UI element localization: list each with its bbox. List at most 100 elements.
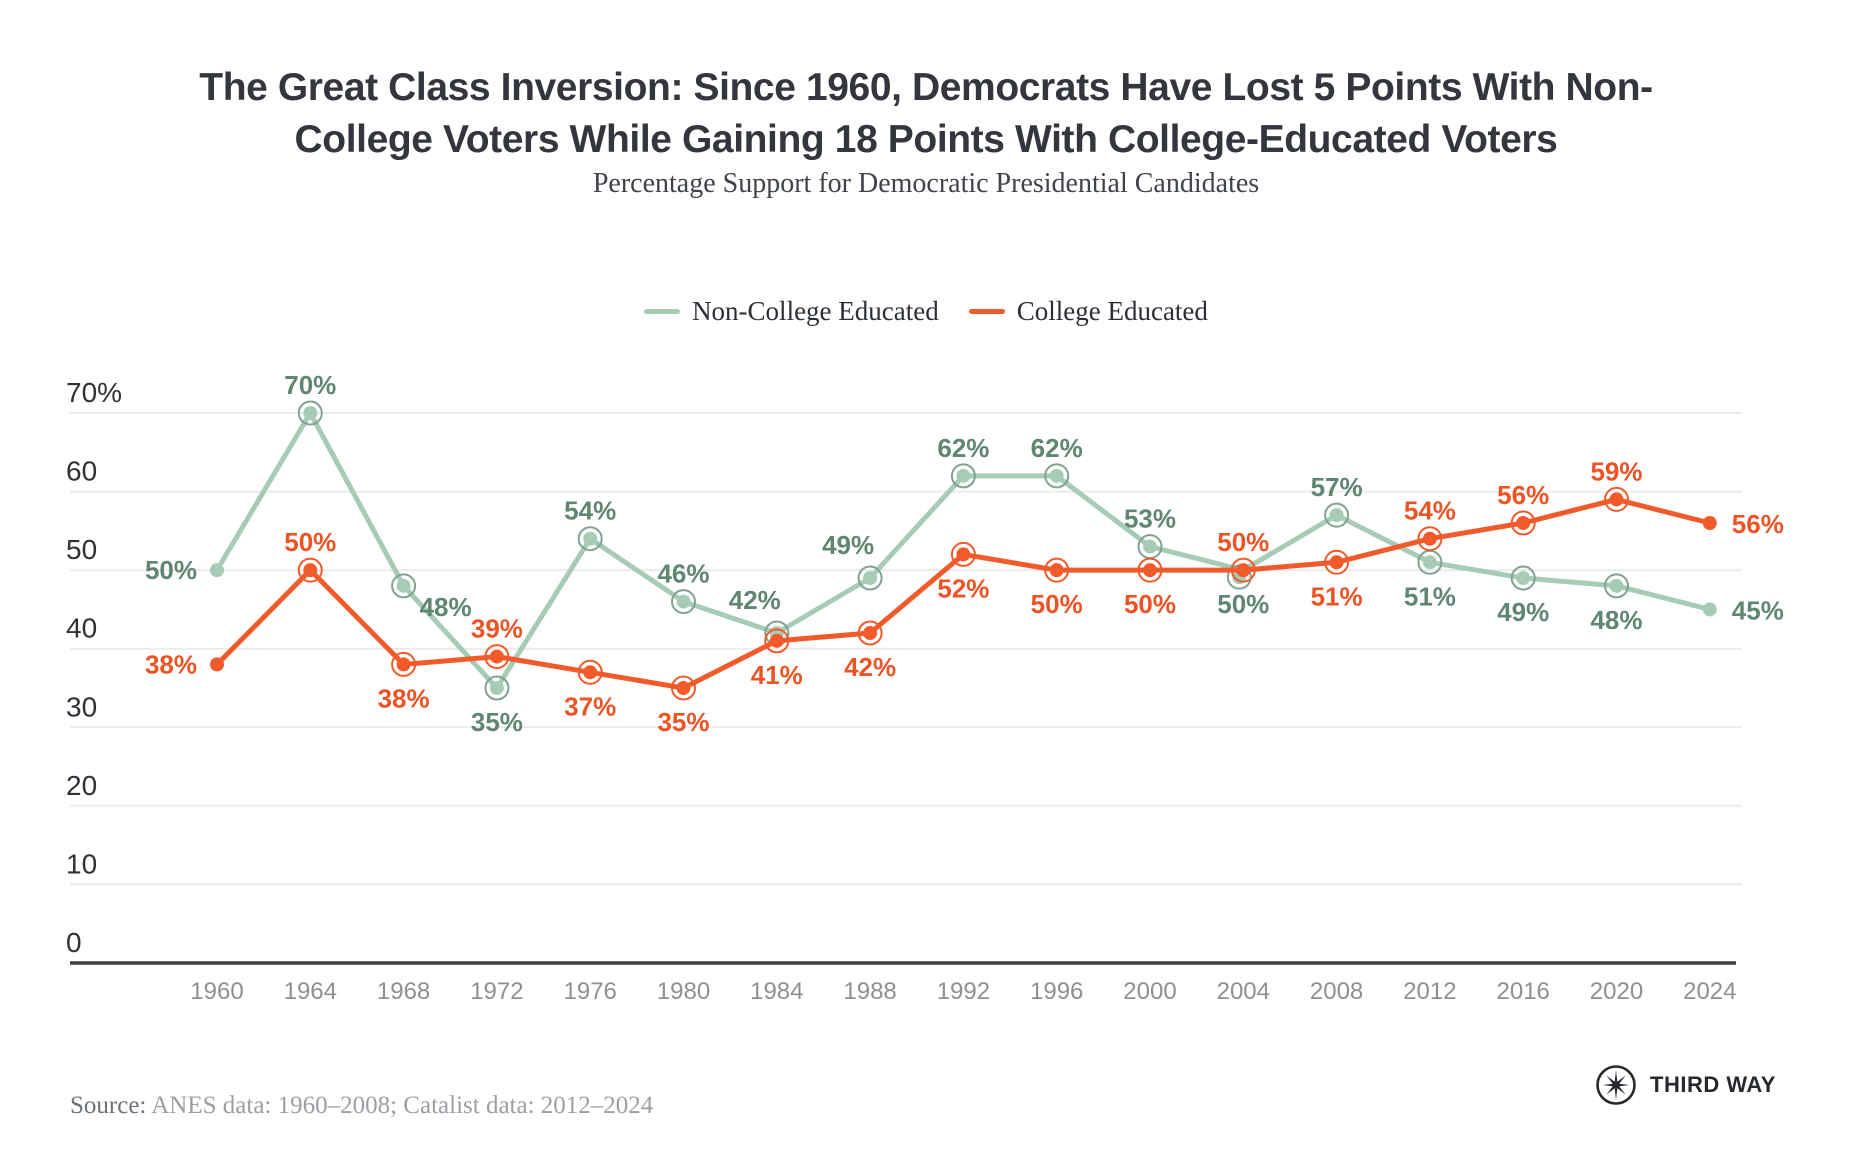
data-point	[210, 657, 224, 672]
y-tick-label-10: 10	[66, 848, 97, 879]
data-point-ring	[1137, 557, 1163, 583]
data-point-ring	[1417, 526, 1443, 552]
data-point-ring	[297, 400, 323, 426]
data-point-ring	[1230, 557, 1256, 583]
x-tick-label-1984: 1984	[750, 978, 803, 1005]
chart-title: The Great Class Inversion: Since 1960, D…	[0, 62, 1852, 166]
data-point-ring	[857, 620, 883, 646]
data-point	[1609, 492, 1624, 507]
source-prefix: Source:	[70, 1092, 147, 1119]
data-point-label: 51%	[1311, 581, 1363, 611]
y-tick-label-20: 20	[66, 770, 97, 801]
data-point	[863, 571, 878, 586]
y-tick-label-40: 40	[66, 613, 97, 644]
data-point	[1049, 563, 1064, 578]
data-point-label: 57%	[1311, 472, 1363, 502]
data-point-label: 42%	[844, 652, 896, 682]
data-point	[863, 626, 878, 641]
logo-text: THIRD WAY	[1650, 1072, 1776, 1097]
x-tick-label-2004: 2004	[1217, 978, 1270, 1005]
data-point-label: 56%	[1497, 480, 1549, 510]
third-way-logo: THIRD WAY	[1594, 1063, 1776, 1107]
data-point	[1329, 555, 1344, 570]
data-point-label: 51%	[1404, 581, 1456, 611]
data-point-label: 37%	[564, 691, 616, 721]
data-point	[1143, 563, 1157, 578]
data-point-label: 39%	[471, 614, 523, 644]
data-point-label: 50%	[1124, 589, 1176, 619]
data-point-label: 46%	[657, 559, 709, 589]
legend-swatch-college	[968, 309, 1005, 314]
data-point-ring	[1044, 557, 1070, 583]
x-tick-label-1960: 1960	[190, 978, 243, 1005]
legend-label-college: College Educated	[1016, 296, 1208, 326]
data-point-label: 50%	[1217, 589, 1269, 619]
data-point-label: 41%	[751, 660, 803, 690]
data-point	[769, 633, 784, 648]
source-text: ANES data: 1960–2008; Catalist data: 201…	[146, 1092, 654, 1119]
data-point-label: 42%	[729, 585, 781, 615]
x-tick-label-2016: 2016	[1497, 978, 1550, 1005]
data-point-label: 38%	[378, 683, 430, 713]
legend-label-non-college: Non-College Educated	[692, 296, 939, 326]
data-point-label: 59%	[1590, 456, 1642, 486]
data-point-label: 50%	[145, 555, 197, 585]
data-point-ring	[391, 573, 417, 599]
data-point-ring	[1510, 565, 1536, 591]
y-tick-label-70: 70%	[66, 377, 122, 408]
data-point	[396, 657, 411, 672]
data-point	[1702, 516, 1717, 531]
data-point-label: 35%	[471, 707, 523, 737]
data-point-label: 52%	[937, 573, 989, 603]
x-tick-label-2000: 2000	[1123, 978, 1176, 1005]
data-point-label: 49%	[1497, 597, 1549, 627]
data-point	[1236, 563, 1251, 578]
y-tick-label-60: 60	[66, 456, 97, 487]
chart-title-line1: The Great Class Inversion: Since 1960, D…	[199, 66, 1653, 109]
x-tick-label-1980: 1980	[657, 978, 710, 1005]
data-point	[956, 547, 971, 562]
chart-subtitle: Percentage Support for Democratic Presid…	[592, 168, 1260, 199]
chart-legend: Non-College Educated College Educated	[0, 296, 1852, 327]
data-point-label: 48%	[1590, 605, 1642, 635]
x-tick-label-1996: 1996	[1030, 978, 1083, 1005]
data-point-ring	[857, 565, 883, 591]
data-point	[1516, 516, 1531, 531]
x-tick-label-2012: 2012	[1403, 978, 1456, 1005]
data-point-label: 35%	[657, 707, 709, 737]
legend-item-non-college: Non-College Educated	[644, 296, 939, 327]
data-point	[1516, 571, 1531, 586]
data-point	[489, 681, 504, 696]
legend-swatch-non-college	[644, 309, 681, 314]
data-point	[1049, 468, 1064, 483]
data-point	[583, 531, 598, 546]
data-point-ring	[950, 541, 976, 567]
data-point	[303, 563, 318, 578]
data-point-ring	[671, 589, 696, 615]
data-point-label: 48%	[420, 592, 472, 622]
data-point-ring	[1604, 573, 1629, 599]
data-point	[1422, 555, 1437, 570]
chart-title-line2: College Voters While Gaining 18 Points W…	[294, 118, 1558, 161]
data-point	[1422, 531, 1437, 546]
data-point-ring	[764, 628, 790, 654]
data-point	[676, 594, 691, 609]
data-point-ring	[671, 675, 696, 701]
data-point-ring	[484, 675, 510, 701]
data-point-label: 54%	[1404, 496, 1456, 526]
source-note: Source: ANES data: 1960–2008; Catalist d…	[70, 1092, 653, 1120]
data-point-label: 50%	[284, 527, 336, 557]
data-point	[303, 406, 318, 421]
data-point-label: 38%	[145, 649, 197, 679]
data-point	[956, 468, 971, 483]
data-point	[1702, 602, 1717, 617]
data-point	[1329, 508, 1344, 523]
data-point-ring	[1044, 463, 1070, 489]
x-tick-label-1964: 1964	[284, 978, 337, 1005]
data-point-ring	[1324, 549, 1350, 575]
data-point-ring	[484, 644, 510, 670]
data-point-ring	[577, 526, 603, 552]
data-point-label: 70%	[284, 370, 336, 400]
